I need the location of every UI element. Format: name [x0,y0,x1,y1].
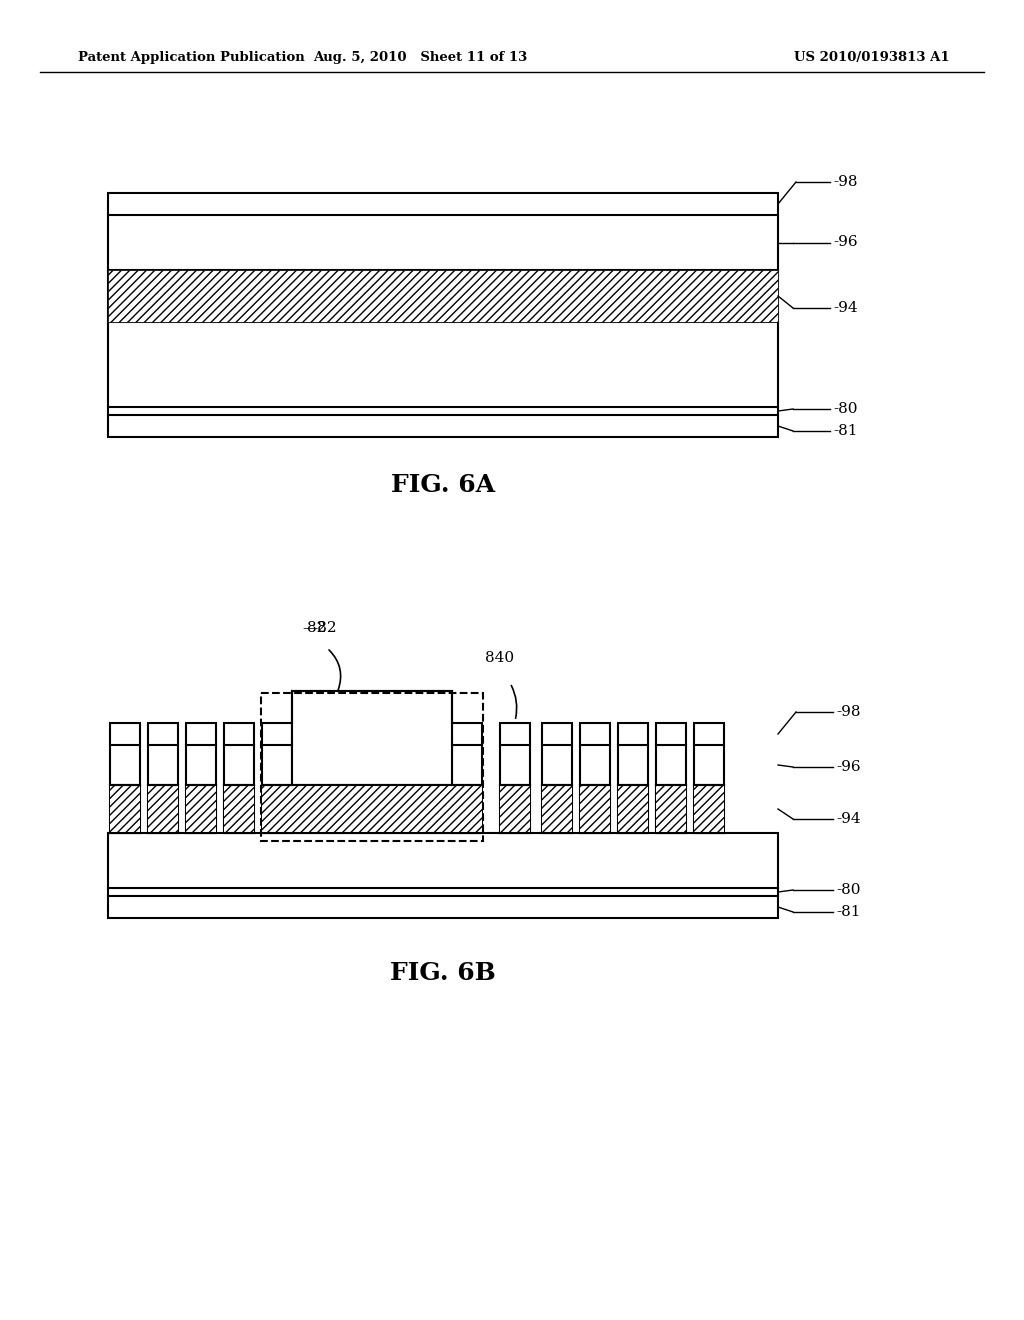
Text: FIG. 6A: FIG. 6A [391,473,495,498]
Bar [148,785,178,833]
Bar [694,785,724,833]
Bar [186,785,216,833]
Bar [618,785,648,833]
Bar [261,693,483,841]
Bar [262,785,292,833]
Text: Patent Application Publication: Patent Application Publication [78,51,305,65]
Bar [580,785,610,833]
Text: -94: -94 [833,301,858,315]
Bar [500,723,530,833]
Text: -81: -81 [836,906,860,919]
Bar [262,723,292,833]
Text: -98: -98 [833,176,857,189]
Bar [110,785,140,833]
Bar [500,785,530,833]
Text: -96: -96 [833,235,858,249]
Bar [618,723,648,833]
Text: -80: -80 [836,883,860,898]
Text: US 2010/0193813 A1: US 2010/0193813 A1 [795,51,950,65]
Text: 82: 82 [307,620,327,635]
Bar [452,785,482,833]
Bar [110,723,140,833]
Text: Aug. 5, 2010   Sheet 11 of 13: Aug. 5, 2010 Sheet 11 of 13 [313,51,527,65]
Bar [108,833,778,917]
Text: -96: -96 [836,760,860,774]
Bar [292,785,452,833]
Text: —82: —82 [302,620,337,635]
Bar [580,723,610,833]
Bar [656,785,686,833]
Bar [108,271,778,322]
Bar [292,690,452,785]
Bar [542,723,572,833]
Bar [186,723,216,833]
Bar [452,723,482,833]
Text: -80: -80 [833,403,857,416]
Bar [656,723,686,833]
Bar [108,193,778,437]
Text: -98: -98 [836,705,860,719]
Text: 840: 840 [485,651,514,665]
Bar [224,785,254,833]
Bar [148,723,178,833]
Bar [542,785,572,833]
Bar [694,723,724,833]
Text: FIG. 6B: FIG. 6B [390,961,496,985]
Text: -81: -81 [833,424,857,438]
Text: -94: -94 [836,812,860,826]
Bar [224,723,254,833]
